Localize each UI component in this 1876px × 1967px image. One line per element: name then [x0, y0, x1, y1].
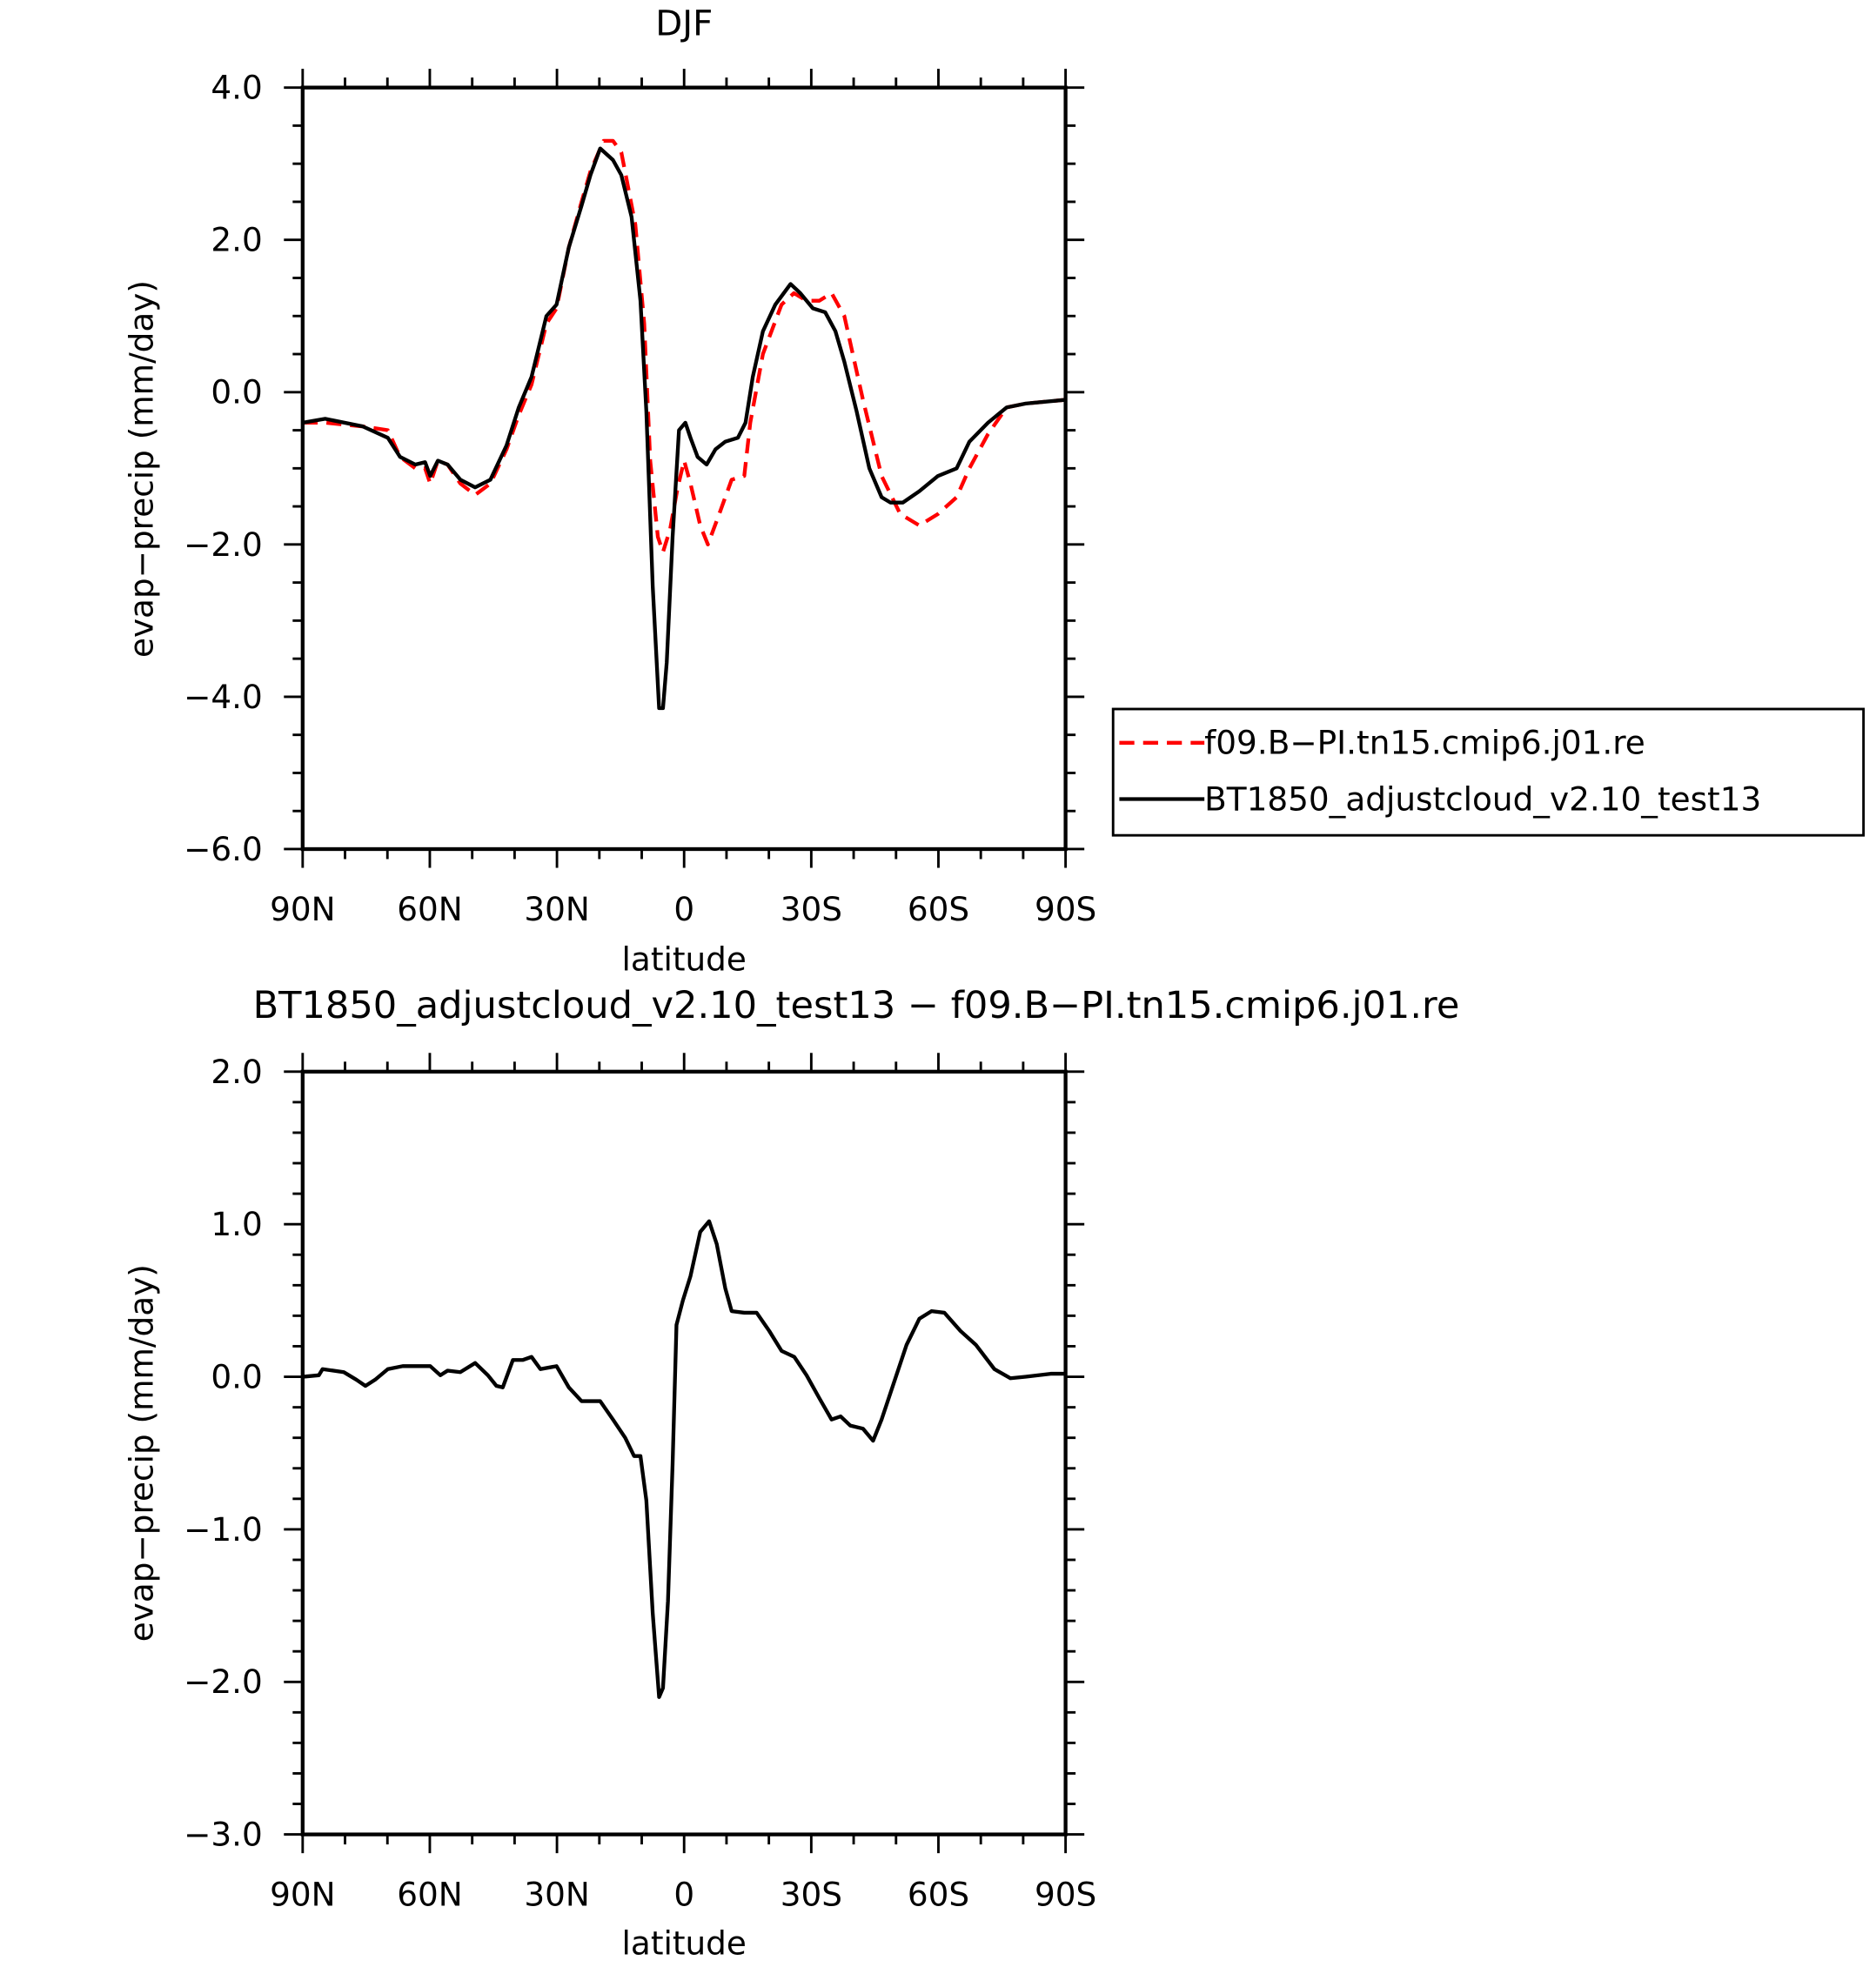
x-tick-label: 30N [524, 1876, 590, 1914]
y-tick-label: 2.0 [211, 221, 262, 259]
y-tick-label: 2.0 [211, 1053, 262, 1091]
chart-title: BT1850_adjustcloud_v2.10_test13 − f09.B−… [253, 984, 1460, 1027]
x-axis-label: latitude [622, 940, 747, 978]
series-line-control-red-dashed [302, 138, 1066, 554]
x-tick-label: 90S [1035, 890, 1096, 928]
x-tick-label: 30S [781, 890, 842, 928]
y-tick-label: −6.0 [184, 830, 263, 868]
top-panel-djf: DJF latitude evap−precip (mm/day) f09.B−… [122, 3, 1866, 978]
x-tick-label: 0 [673, 1876, 694, 1914]
x-tick-label: 90N [270, 1876, 335, 1914]
x-tick-label: 30N [524, 890, 590, 928]
x-tick-label: 60N [397, 1876, 463, 1914]
y-axis-label: evap−precip (mm/day) [122, 1264, 160, 1642]
plot-frame [300, 1069, 1068, 1837]
legend: f09.B−PI.tn15.cmip6.j01.re BT1850_adjust… [1111, 707, 1866, 837]
legend-entry-test: BT1850_adjustcloud_v2.10_test13 [1204, 779, 1761, 818]
y-tick-label: 4.0 [211, 69, 262, 107]
y-tick-label: 0.0 [211, 1357, 262, 1395]
x-tick-label: 0 [673, 890, 694, 928]
legend-box [1111, 707, 1866, 837]
y-tick-label: −2.0 [184, 1663, 263, 1701]
y-tick-label: −3.0 [184, 1816, 263, 1854]
chart-title: DJF [655, 3, 713, 43]
x-tick-label: 90N [270, 890, 335, 928]
series-line-difference [302, 1219, 1066, 1699]
y-tick-label: 1.0 [211, 1205, 262, 1243]
y-tick-label: −2.0 [184, 525, 263, 564]
x-tick-label: 60S [908, 1876, 969, 1914]
y-axis-label: evap−precip (mm/day) [122, 280, 160, 658]
bottom-panel-difference: BT1850_adjustcloud_v2.10_test13 − f09.B−… [122, 984, 1459, 1963]
x-tick-label: 60S [908, 890, 969, 928]
series-line-test-black [302, 146, 1066, 711]
y-tick-label: 0.0 [211, 373, 262, 411]
x-tick-label: 60N [397, 890, 463, 928]
x-tick-label: 30S [781, 1876, 842, 1914]
x-tick-label: 90S [1035, 1876, 1096, 1914]
x-axis-label: latitude [622, 1924, 747, 1963]
y-tick-label: −1.0 [184, 1510, 263, 1549]
legend-entry-control: f09.B−PI.tn15.cmip6.j01.re [1204, 724, 1645, 762]
y-tick-label: −4.0 [184, 678, 263, 716]
